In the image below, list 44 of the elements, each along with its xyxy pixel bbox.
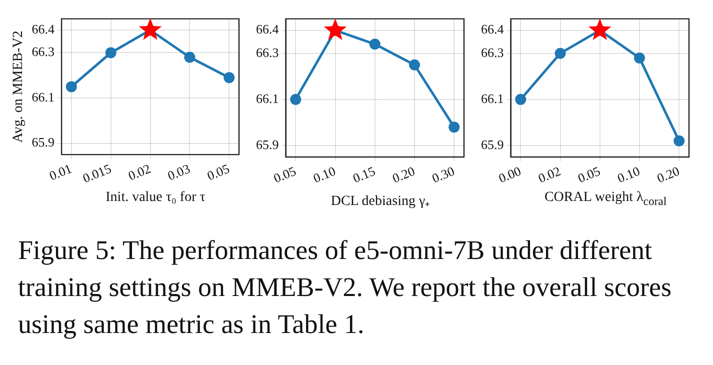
y-tick-label: 66.4 xyxy=(481,22,504,37)
y-tick-label: 66.1 xyxy=(32,89,55,104)
y-tick-label: 66.1 xyxy=(256,90,279,106)
x-tick-label: 0.03 xyxy=(165,160,192,184)
x-tick-label: 0.10 xyxy=(310,163,338,186)
x-tick-label: 0.01 xyxy=(47,160,74,184)
y-tick-label: 66.3 xyxy=(32,44,55,60)
x-tick-label: 0.20 xyxy=(390,163,417,186)
caption: Figure 5: The performances of e5-omni-7B under different training settings on MMEB-V2. We report the overall scores using same metric as in Table 1. xyxy=(18,234,672,341)
x-tick-label: 0.05 xyxy=(271,163,298,186)
x-axis-title: CORAL weight λ$_{coral}$ xyxy=(544,190,667,208)
x-tick-label: 0.10 xyxy=(615,163,642,186)
x-axis-title: Init. value τ₀ for τ xyxy=(106,190,206,206)
point xyxy=(66,81,77,92)
point xyxy=(224,72,235,84)
y-tick-label: 65.9 xyxy=(481,136,504,152)
x-tick-label: 0.00 xyxy=(496,163,524,186)
point xyxy=(448,122,460,133)
y-tick-label: 65.9 xyxy=(32,134,55,150)
x-tick-label: 0.30 xyxy=(430,163,457,186)
point xyxy=(515,94,526,105)
y-tick-label: 65.9 xyxy=(256,136,279,152)
x-tick-label: 0.15 xyxy=(350,163,378,186)
point xyxy=(634,52,645,64)
point xyxy=(554,48,566,59)
point xyxy=(369,38,380,50)
x-tick-label: 0.05 xyxy=(204,160,232,184)
point xyxy=(105,47,116,58)
point xyxy=(408,59,420,70)
y-tick-label: 66.1 xyxy=(481,90,504,106)
x-tick-label: 0.20 xyxy=(654,163,682,186)
x-axis-title: DCL debiasing γ₊ xyxy=(330,193,430,210)
point xyxy=(290,94,302,105)
point xyxy=(184,52,196,63)
x-tick-label: 0.02 xyxy=(126,160,153,184)
y-tick-label: 66.3 xyxy=(481,44,504,60)
point xyxy=(674,135,685,146)
x-tick-label: 0.05 xyxy=(576,163,602,186)
y-tick-label: 66.4 xyxy=(32,22,56,37)
y-tick-label: 66.4 xyxy=(256,22,280,37)
y-tick-label: 66.3 xyxy=(256,44,279,60)
x-tick-label: 0.02 xyxy=(536,163,563,186)
x-tick-label: 0.015 xyxy=(80,160,114,186)
y-axis-title: Avg. on MMEB-V2 xyxy=(11,30,26,143)
